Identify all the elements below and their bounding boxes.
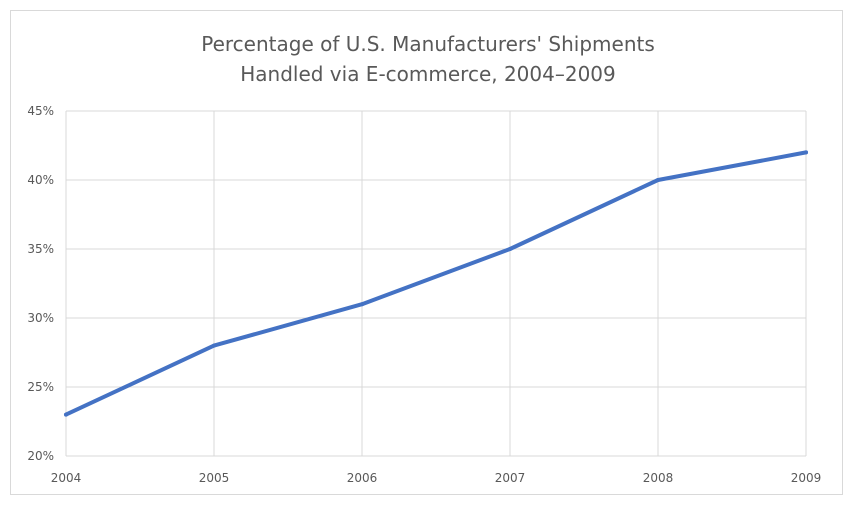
x-tick-label: 2006 [347,471,378,485]
chart-title-line-1: Percentage of U.S. Manufacturers' Shipme… [201,32,655,56]
x-tick-label: 2007 [495,471,526,485]
y-tick-label: 25% [27,380,54,394]
y-tick-label: 45% [27,104,54,118]
gridlines [65,110,807,457]
x-tick-label: 2009 [791,471,822,485]
x-tick-label: 2004 [51,471,82,485]
data-point [360,302,364,307]
chart-frame [10,10,843,495]
chart-title-line-2: Handled via E-commerce, 2004–2009 [240,62,616,86]
data-point [804,150,808,155]
data-point [508,247,512,251]
x-axis-tick-labels: 2004 2005 2006 2007 2008 2009 [51,471,822,485]
series-line [64,150,808,417]
data-point [656,178,660,182]
y-tick-label: 35% [27,242,54,256]
y-axis-tick-labels: 20% 25% 30% 35% 40% 45% [27,104,54,463]
series-layer [64,150,808,417]
y-tick-label: 20% [27,449,54,463]
x-tick-label: 2005 [199,471,230,485]
chart-title: Percentage of U.S. Manufacturers' Shipme… [201,32,655,86]
x-tick-label: 2008 [643,471,674,485]
data-point [212,343,216,348]
y-tick-label: 40% [27,173,54,187]
y-tick-label: 30% [27,311,54,325]
data-point [64,412,68,417]
